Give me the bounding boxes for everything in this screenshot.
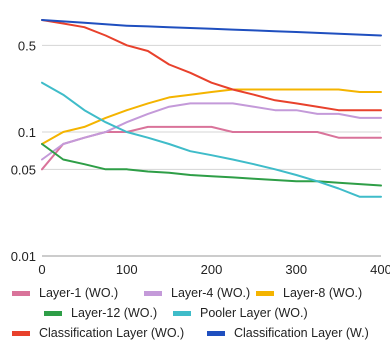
y-tick-label: 0.01 xyxy=(11,249,36,264)
legend-label-1: Layer-4 (WO.) xyxy=(171,286,250,300)
series-line-6 xyxy=(41,19,382,37)
y-tick-label: 0.5 xyxy=(18,38,36,53)
legend-label-5: Classification Layer (WO.) xyxy=(39,326,184,340)
legend-swatch-6 xyxy=(207,331,225,336)
legend-swatch-5 xyxy=(12,331,30,336)
y-tick-label: 0.05 xyxy=(11,162,36,177)
legend-swatch-0 xyxy=(12,291,30,296)
legend-label-3: Layer-12 (WO.) xyxy=(71,306,157,320)
series-line-3 xyxy=(41,143,382,187)
x-tick-label: 100 xyxy=(116,262,138,277)
legend-swatch-4 xyxy=(173,311,191,316)
y-tick-label: 0.1 xyxy=(18,125,36,140)
x-tick-label: 0 xyxy=(38,262,45,277)
series-lines xyxy=(41,19,382,198)
grid xyxy=(42,44,381,257)
series-line-4 xyxy=(41,81,382,198)
x-axis-ticks: 0 100 200 300 400 xyxy=(38,262,390,277)
legend: Layer-1 (WO.) Layer-4 (WO.) Layer-8 (WO.) L… xyxy=(12,286,369,340)
legend-label-6: Classification Layer (W.) xyxy=(234,326,369,340)
x-tick-label: 200 xyxy=(201,262,223,277)
series-line-1 xyxy=(41,102,382,161)
legend-swatch-2 xyxy=(256,291,274,296)
series-line-2 xyxy=(41,88,382,145)
series-line-0 xyxy=(41,125,382,171)
series-line-5 xyxy=(41,19,382,112)
legend-label-0: Layer-1 (WO.) xyxy=(39,286,118,300)
legend-label-4: Pooler Layer (WO.) xyxy=(200,306,308,320)
x-tick-label: 300 xyxy=(285,262,307,277)
legend-swatch-3 xyxy=(44,311,62,316)
legend-label-2: Layer-8 (WO.) xyxy=(283,286,362,300)
y-axis-ticks: 0.01 0.05 0.1 0.5 xyxy=(11,38,36,264)
x-tick-label: 400 xyxy=(370,262,390,277)
legend-swatch-1 xyxy=(144,291,162,296)
